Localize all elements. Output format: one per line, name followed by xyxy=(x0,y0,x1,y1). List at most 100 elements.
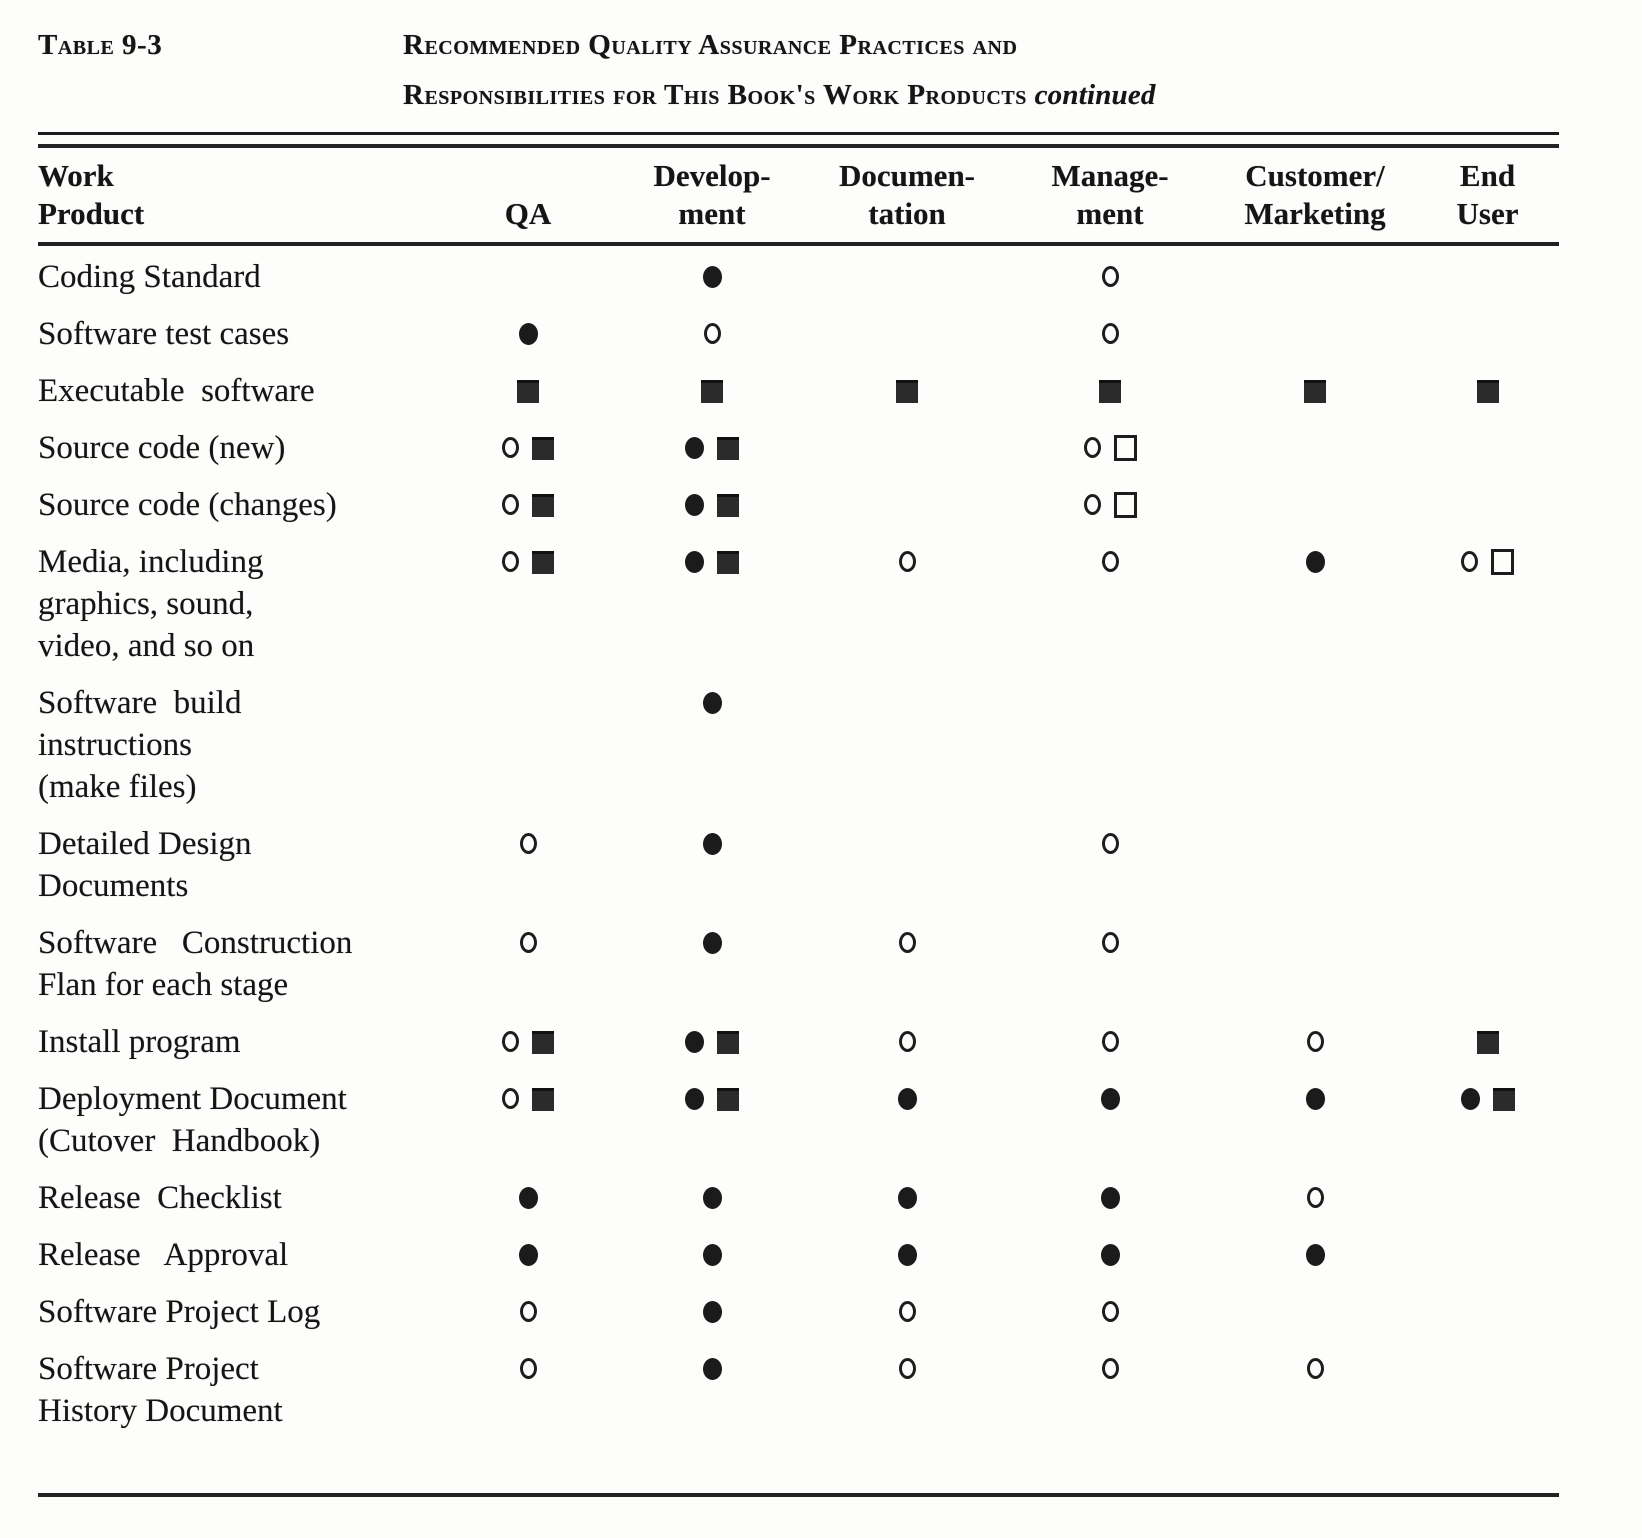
table-body: Coding Standard Software test cases Exec… xyxy=(38,246,1559,1447)
filled-circle-symbol xyxy=(518,323,538,345)
end-user-cell xyxy=(1416,427,1559,469)
filled-square-symbol xyxy=(1304,380,1326,403)
documentation-cell xyxy=(808,370,1006,412)
work-product-label: Source code (changes) xyxy=(38,487,337,523)
filled-circle-symbol xyxy=(1460,1088,1480,1110)
table-header-row: Work Product QA Develop- ment Documen- t… xyxy=(38,157,1559,242)
column-header-qa: QA xyxy=(504,196,552,231)
management-cell xyxy=(1006,922,1214,1006)
work-product-label: Coding Standard xyxy=(38,259,261,295)
filled-square-symbol xyxy=(717,437,739,460)
open-square-symbol xyxy=(1113,435,1137,461)
qa-cell xyxy=(440,1291,616,1333)
management-cell xyxy=(1006,427,1214,469)
end-user-cell xyxy=(1416,1291,1559,1333)
documentation-cell xyxy=(808,1348,1006,1432)
management-cell xyxy=(1006,1348,1214,1432)
open-circle-symbol xyxy=(1083,437,1101,458)
filled-circle-symbol xyxy=(1305,1244,1325,1266)
customer-marketing-cell xyxy=(1214,484,1416,526)
open-circle-symbol xyxy=(898,932,916,953)
qa-cell xyxy=(440,313,616,355)
management-cell xyxy=(1006,1177,1214,1219)
documentation-cell xyxy=(808,256,1006,298)
filled-circle-symbol xyxy=(518,1244,538,1266)
customer-marketing-cell xyxy=(1214,256,1416,298)
filled-circle-symbol xyxy=(702,1187,722,1209)
work-product-label: Media, including graphics, sound, video,… xyxy=(38,544,264,664)
qa-cell xyxy=(440,484,616,526)
column-header-development: Develop- ment xyxy=(653,158,771,231)
end-user-cell xyxy=(1416,313,1559,355)
management-cell xyxy=(1006,313,1214,355)
documentation-cell xyxy=(808,1291,1006,1333)
management-cell xyxy=(1006,370,1214,412)
table-row: Source code (new) xyxy=(38,427,1559,484)
table-title-continued: continued xyxy=(1034,79,1156,111)
top-double-rule xyxy=(38,132,1559,148)
work-product-label: Software Construction Flan for each stag… xyxy=(38,925,353,1003)
documentation-cell xyxy=(808,682,1006,808)
open-circle-symbol xyxy=(1101,1031,1119,1052)
management-cell xyxy=(1006,1078,1214,1162)
work-product-label: Deployment Document (Cutover Handbook) xyxy=(38,1081,347,1159)
qa-cell xyxy=(440,427,616,469)
filled-circle-symbol xyxy=(702,1358,722,1380)
development-cell xyxy=(616,313,808,355)
open-circle-symbol xyxy=(1101,932,1119,953)
open-circle-symbol xyxy=(502,551,519,572)
open-circle-symbol xyxy=(1461,551,1478,572)
work-product-label: Software test cases xyxy=(38,316,290,352)
qa-cell xyxy=(440,1078,616,1162)
table-row: Software build instructions (make files) xyxy=(38,682,1559,823)
filled-circle-symbol xyxy=(1305,551,1325,573)
column-header-work-product: Work Product xyxy=(38,158,145,231)
table-title-line2: Responsibilities for This Book's Work Pr… xyxy=(403,79,1027,111)
development-cell xyxy=(616,1021,808,1063)
management-cell xyxy=(1006,682,1214,808)
customer-marketing-cell xyxy=(1214,427,1416,469)
end-user-cell xyxy=(1416,1021,1559,1063)
management-cell xyxy=(1006,541,1214,667)
open-circle-symbol xyxy=(1101,1301,1119,1322)
bottom-rule xyxy=(38,1493,1559,1497)
work-product-label: Install program xyxy=(38,1024,241,1060)
qa-cell xyxy=(440,1348,616,1432)
work-product-label: Release Approval xyxy=(38,1237,289,1273)
filled-square-symbol xyxy=(717,551,739,574)
customer-marketing-cell xyxy=(1214,1177,1416,1219)
open-circle-symbol xyxy=(519,1301,537,1322)
development-cell xyxy=(616,1291,808,1333)
end-user-cell xyxy=(1416,1234,1559,1276)
column-header-management: Manage- ment xyxy=(1051,158,1169,231)
filled-circle-symbol xyxy=(1100,1244,1120,1266)
management-cell xyxy=(1006,1234,1214,1276)
filled-square-symbol xyxy=(517,380,539,403)
end-user-cell xyxy=(1416,922,1559,1006)
work-product-label: Software Project History Document xyxy=(38,1351,283,1429)
qa-cell xyxy=(440,1234,616,1276)
filled-square-symbol xyxy=(717,494,739,517)
customer-marketing-cell xyxy=(1214,1078,1416,1162)
end-user-cell xyxy=(1416,541,1559,667)
open-circle-symbol xyxy=(1306,1187,1324,1208)
filled-circle-symbol xyxy=(702,1244,722,1266)
column-header-customer-marketing: Customer/ Marketing xyxy=(1244,158,1386,231)
filled-circle-symbol xyxy=(1100,1088,1120,1110)
filled-circle-symbol xyxy=(702,833,722,855)
table-row: Coding Standard xyxy=(38,256,1559,313)
development-cell xyxy=(616,427,808,469)
open-circle-symbol xyxy=(1101,833,1119,854)
table-title-block: Table 9-3 Recommended Quality Assurance … xyxy=(38,20,1559,120)
filled-square-symbol xyxy=(1492,1088,1515,1111)
open-circle-symbol xyxy=(1101,323,1119,344)
open-circle-symbol xyxy=(1101,266,1119,287)
filled-circle-symbol xyxy=(1305,1088,1325,1110)
filled-circle-symbol xyxy=(685,494,704,516)
open-circle-symbol xyxy=(519,1358,537,1379)
documentation-cell xyxy=(808,1021,1006,1063)
header-rule xyxy=(38,242,1559,246)
table-title: Recommended Quality Assurance Practices … xyxy=(403,20,1156,120)
filled-circle-symbol xyxy=(702,932,722,954)
